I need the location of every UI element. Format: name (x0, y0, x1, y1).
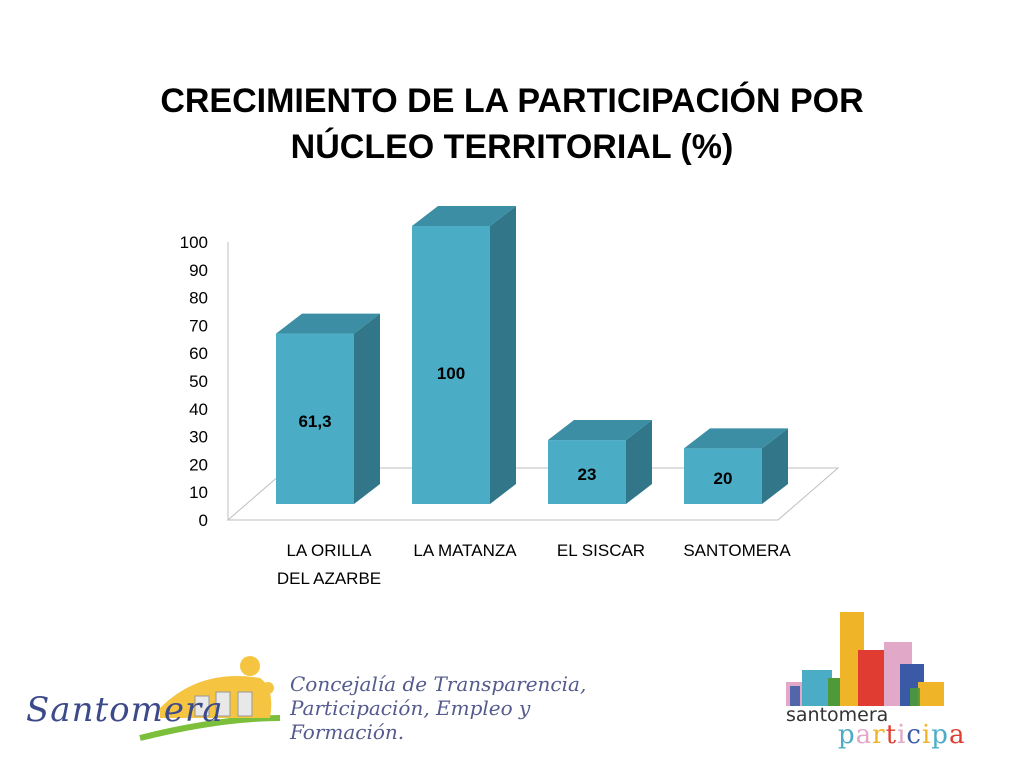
participa-letter: p (931, 720, 949, 750)
participa-logo-line-2: participa (838, 720, 965, 750)
participa-letter: i (897, 720, 907, 750)
santomera-participa-logo: santomera participa (780, 606, 964, 756)
concejalia-text: Concejalía de Transparencia, Participaci… (290, 672, 620, 744)
santomera-logo-text: Santomera (26, 690, 224, 730)
bar-top (548, 420, 652, 441)
bar-chart: 0 10 20 30 40 50 60 70 80 90 100 61,3 LA ORILLA DEL A… (180, 206, 840, 588)
participa-letter: r (872, 720, 886, 750)
participa-logo-bars (786, 612, 944, 706)
participa-letter: p (838, 720, 856, 750)
data-label: 23 (578, 465, 597, 484)
chart-title: CRECIMIENTO DE LA PARTICIPACIÓN POR NÚCL… (112, 78, 912, 170)
y-tick-label: 40 (189, 400, 208, 419)
participa-letter: i (921, 720, 932, 750)
bar-top (684, 428, 788, 449)
y-tick-label: 80 (189, 289, 208, 308)
x-category-label: DEL AZARBE (277, 569, 381, 588)
bar-front (412, 226, 490, 504)
bar-side (626, 420, 652, 504)
bar-top (412, 206, 516, 226)
participa-letter: a (855, 720, 873, 750)
bar-front (548, 440, 626, 504)
chart-title-line-2: NÚCLEO TERRITORIAL (%) (290, 128, 734, 166)
y-tick-label: 0 (199, 511, 208, 530)
participa-letter: a (948, 720, 966, 750)
y-tick-label: 20 (189, 455, 208, 474)
bar-side (490, 206, 516, 504)
concejalia-line-1: Concejalía de Transparencia, (290, 672, 587, 696)
bar (412, 206, 516, 504)
chart-title-line-1: CRECIMIENTO DE LA PARTICIPACIÓN POR (160, 82, 864, 120)
y-tick-label: 10 (189, 483, 208, 502)
y-tick-label: 100 (180, 233, 208, 252)
x-category-label: SANTOMERA (683, 541, 791, 560)
participa-letter: t (885, 720, 898, 750)
y-tick-label: 60 (189, 344, 208, 363)
x-category-label: LA MATANZA (413, 541, 517, 560)
data-label: 61,3 (298, 412, 331, 431)
participa-letter: c (906, 720, 922, 750)
bar (276, 313, 380, 504)
bar-side (762, 428, 788, 504)
concejalia-line-2: Participación, Empleo y Formación. (290, 696, 531, 744)
y-tick-label: 50 (189, 372, 208, 391)
data-label: 100 (437, 364, 465, 383)
santomera-logo-graphic (139, 656, 281, 741)
bar-top (276, 313, 380, 334)
x-category-label: EL SISCAR (557, 541, 645, 560)
chart-floor (226, 467, 840, 521)
bar-front (684, 448, 762, 504)
y-tick-label: 30 (189, 428, 208, 447)
bar-side (354, 313, 380, 504)
bar (548, 420, 652, 504)
data-label: 20 (714, 469, 733, 488)
x-category-label: LA ORILLA (286, 541, 372, 560)
bar-front (276, 333, 354, 504)
y-tick-label: 70 (189, 316, 208, 335)
participa-logo-line-1: santomera (786, 704, 889, 726)
y-tick-label: 90 (189, 261, 208, 280)
bar (684, 428, 788, 504)
santomera-concejalia-logo: Santomera Concejalía de Transparencia, P… (20, 648, 620, 748)
